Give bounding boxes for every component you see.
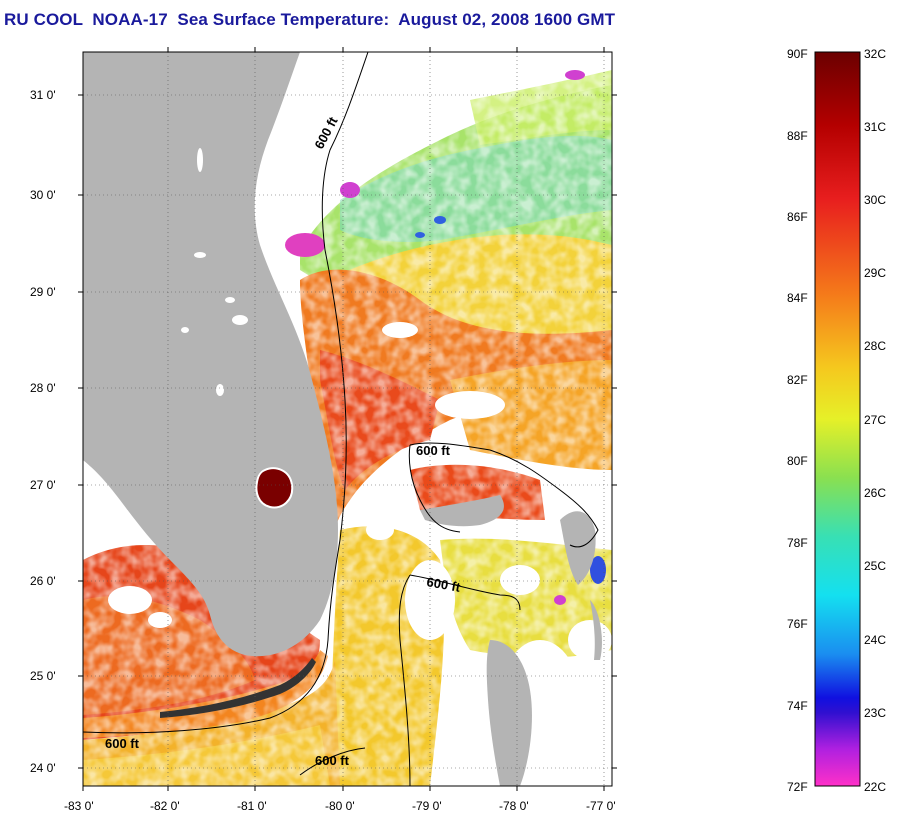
grand-bahama: [420, 495, 504, 527]
colorbar-c-label: 32C: [864, 47, 887, 61]
colorbar-c-label: 24C: [864, 633, 887, 647]
isobath-label: 600 ft: [416, 443, 451, 458]
inland-water: [181, 148, 248, 396]
lat-tick-label: 28 0': [30, 381, 56, 395]
lake-okeechobee: [255, 467, 294, 509]
colorbar-c-label: 25C: [864, 559, 887, 573]
colorbar-f-label: 82F: [787, 373, 808, 387]
lat-tick-label: 30 0': [30, 188, 56, 202]
lon-tick-label: -83 0': [64, 799, 94, 813]
colorbar-c-label: 30C: [864, 193, 887, 207]
lon-tick-label: -80 0': [325, 799, 355, 813]
cool-anomaly-specks: [285, 70, 606, 605]
colorbar-c-label: 23C: [864, 706, 887, 720]
isobath-600ft: [83, 52, 599, 786]
axis-ticks: [78, 47, 617, 791]
colorbar-c-label: 31C: [864, 120, 887, 134]
lon-tick-label: -79 0': [412, 799, 442, 813]
lon-tick-label: -82 0': [150, 799, 180, 813]
colorbar: [814, 51, 861, 787]
isobath-label: 600 ft: [105, 736, 140, 751]
colorbar-f-label: 72F: [787, 780, 808, 794]
isobath-label: 600 ft: [315, 753, 350, 768]
colorbar-f-label: 90F: [787, 47, 808, 61]
lat-tick-label: 27 0': [30, 478, 56, 492]
colorbar-f-label: 86F: [787, 210, 808, 224]
map-title: RU COOL NOAA-17 Sea Surface Temperature:…: [4, 10, 616, 29]
abaco: [560, 511, 596, 585]
graticule: [83, 52, 612, 786]
lat-tick-label: 25 0': [30, 669, 56, 683]
colorbar-c-label: 28C: [864, 339, 887, 353]
colorbar-c-label: 22C: [864, 780, 887, 794]
florida-keys: [160, 658, 316, 718]
colorbar-f-label: 78F: [787, 536, 808, 550]
andros: [486, 640, 532, 786]
colorbar-c-label: 27C: [864, 413, 887, 427]
lat-tick-label: 24 0': [30, 761, 56, 775]
lat-tick-label: 26 0': [30, 574, 56, 588]
colorbar-f-label: 88F: [787, 129, 808, 143]
colorbar-c-label: 26C: [864, 486, 887, 500]
isobath-label: 600 ft: [425, 574, 462, 595]
colorbar-f-label: 76F: [787, 617, 808, 631]
lon-tick-label: -81 0': [237, 799, 267, 813]
lon-tick-label: -77 0': [586, 799, 616, 813]
isobath-labels: 600 ft 600 ft 600 ft 600 ft 600 ft: [105, 114, 462, 768]
lat-tick-label: 31 0': [30, 88, 56, 102]
colorbar-f-label: 74F: [787, 699, 808, 713]
eleuthera: [590, 600, 602, 660]
colorbar-f-label: 80F: [787, 454, 808, 468]
colorbar-f-label: 84F: [787, 291, 808, 305]
lat-tick-label: 29 0': [30, 285, 56, 299]
lon-tick-label: -78 0': [499, 799, 529, 813]
colorbar-c-label: 29C: [864, 266, 887, 280]
